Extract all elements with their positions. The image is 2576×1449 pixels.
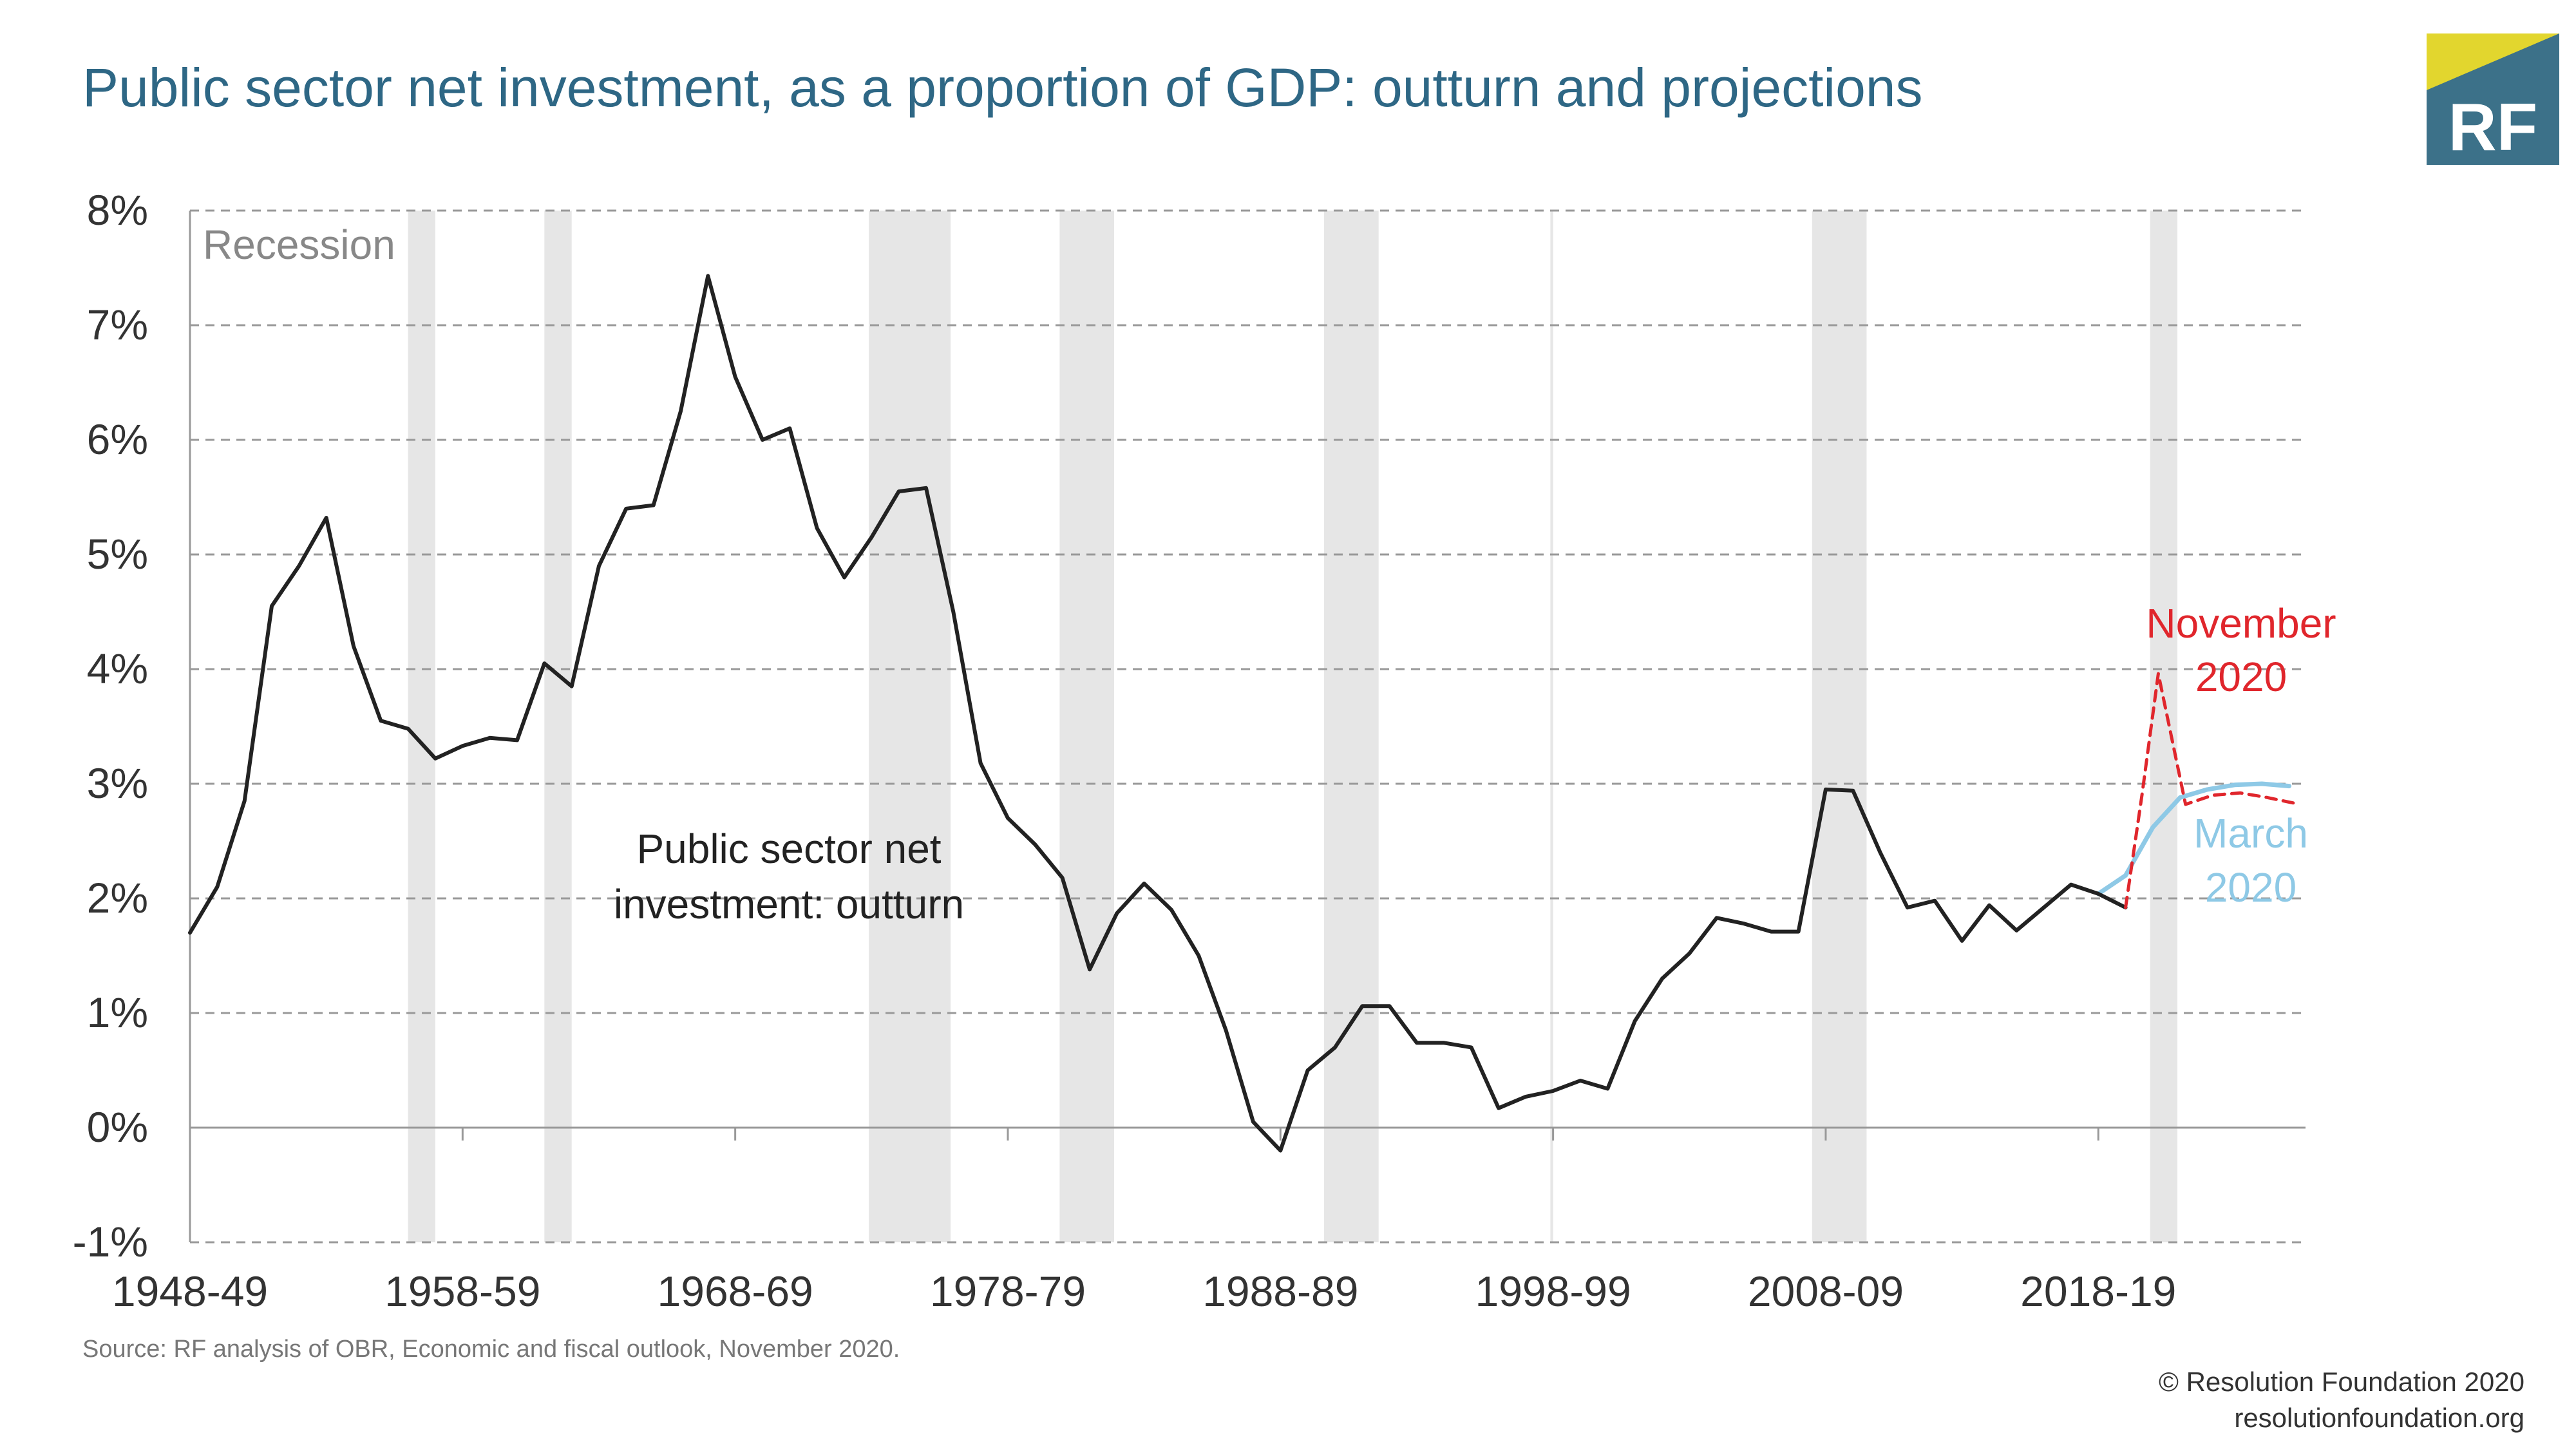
source-note: Source: RF analysis of OBR, Economic and… xyxy=(82,1336,900,1363)
credit-line-2: resolutionfoundation.org xyxy=(2234,1403,2524,1433)
recession-band-5 xyxy=(1550,211,1553,1242)
x-tick-label: 2018-19 xyxy=(2020,1267,2176,1315)
y-tick-label: 3% xyxy=(87,759,148,807)
y-tick-label: 8% xyxy=(87,186,148,234)
march-label-line1: March xyxy=(2193,810,2308,857)
recession-band-4 xyxy=(1324,211,1379,1242)
gridlines xyxy=(190,209,2306,1244)
outturn-line xyxy=(188,274,2128,1153)
credit-block: © Resolution Foundation 2020 resolutionf… xyxy=(2159,1364,2524,1436)
march-label-line2: 2020 xyxy=(2205,864,2297,911)
rf-logo: RF xyxy=(2427,33,2559,165)
outturn-label-line1: Public sector net xyxy=(636,826,941,872)
x-tick-labels: 1948-49 1958-59 1968-69 1978-79 1988-89 1998-… xyxy=(112,1267,2176,1315)
recession-band-3 xyxy=(1059,211,1115,1242)
x-tick-label: 1988-89 xyxy=(1202,1267,1358,1315)
x-tick-label: 1978-79 xyxy=(930,1267,1086,1315)
november-label-line2: 2020 xyxy=(2195,654,2287,700)
y-tick-label: 1% xyxy=(87,989,148,1036)
series-lines xyxy=(188,274,2297,1153)
x-tick-label: 1948-49 xyxy=(112,1267,268,1315)
recession-band-7 xyxy=(2150,211,2178,1242)
y-tick-label: -1% xyxy=(73,1218,148,1265)
x-tick-label: 1958-59 xyxy=(384,1267,540,1315)
x-tick-label: 1998-99 xyxy=(1475,1267,1631,1315)
y-tick-label: 0% xyxy=(87,1103,148,1151)
november-2020-line xyxy=(2124,672,2297,909)
chart-title: Public sector net investment, as a propo… xyxy=(82,57,1923,118)
x-tick-label: 2008-09 xyxy=(1748,1267,1904,1315)
logo-text: RF xyxy=(2448,90,2538,165)
recession-label: Recession xyxy=(203,222,395,268)
x-tick-label: 1968-69 xyxy=(658,1267,813,1315)
annotations: Recession Public sector net investment: … xyxy=(203,222,2336,927)
recession-band-2 xyxy=(869,211,951,1242)
recession-bands xyxy=(408,211,2178,1242)
recession-band-6 xyxy=(1812,211,1867,1242)
y-tick-labels: -1% 0% 1% 2% 3% 4% 5% 6% 7% 8% xyxy=(73,186,148,1265)
y-tick-label: 6% xyxy=(87,415,148,463)
axes xyxy=(189,211,2306,1242)
outturn-label-line2: investment: outturn xyxy=(614,881,964,927)
recession-band-1 xyxy=(544,211,572,1242)
y-tick-label: 2% xyxy=(87,874,148,922)
credit-line-1: © Resolution Foundation 2020 xyxy=(2158,1367,2524,1397)
november-label-line1: November xyxy=(2146,600,2336,647)
recession-band-0 xyxy=(408,211,435,1242)
y-tick-label: 4% xyxy=(87,645,148,692)
y-tick-label: 5% xyxy=(87,530,148,578)
y-tick-label: 7% xyxy=(87,301,148,348)
